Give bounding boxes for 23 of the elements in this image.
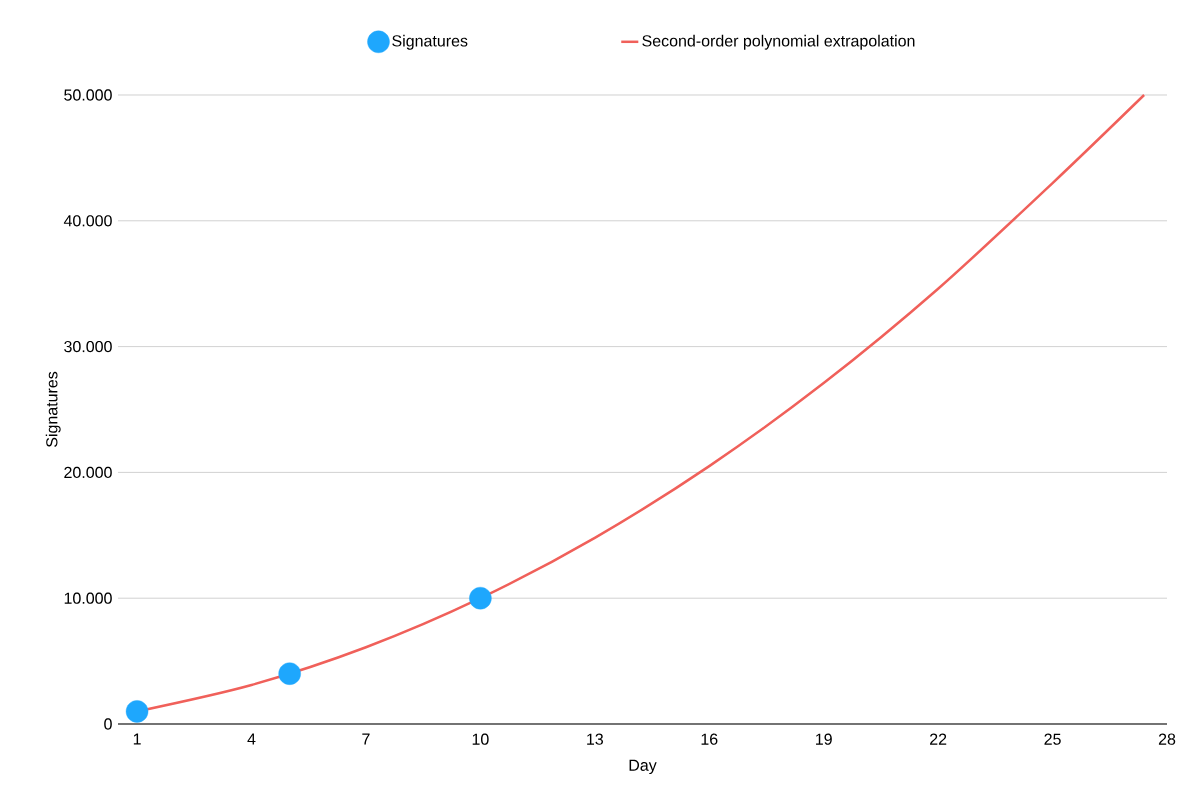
- legend-label: Second-order polynomial extrapolation: [642, 34, 915, 50]
- x-tick-label: 25: [1044, 733, 1061, 745]
- legend-label: Signatures: [392, 34, 468, 50]
- x-tick-label: 28: [1158, 733, 1176, 745]
- y-tick-label: 30.000: [64, 340, 112, 353]
- y-tick-label: 0: [104, 718, 112, 730]
- x-axis-title: Day: [629, 759, 657, 775]
- point: [278, 662, 301, 685]
- y-tick-label: 20.000: [64, 466, 112, 479]
- y-tick-label: 40.000: [63, 215, 112, 227]
- x-tick-label: 13: [587, 733, 604, 745]
- x-tick-label: 19: [816, 733, 832, 745]
- point: [469, 587, 492, 610]
- x-tick-label: 22: [930, 733, 947, 745]
- y-axis-title: Signatures: [45, 371, 61, 448]
- x-tick-label: 7: [362, 733, 370, 745]
- x-tick-label: 16: [701, 733, 718, 745]
- point: [125, 700, 149, 723]
- y-tick-label: 50.000: [64, 89, 112, 101]
- y-tick-label: 10.000: [64, 592, 112, 604]
- x-tick-label: 1: [133, 733, 141, 745]
- x-tick-label: 10: [472, 733, 489, 745]
- x-tick-label: 4: [247, 733, 256, 745]
